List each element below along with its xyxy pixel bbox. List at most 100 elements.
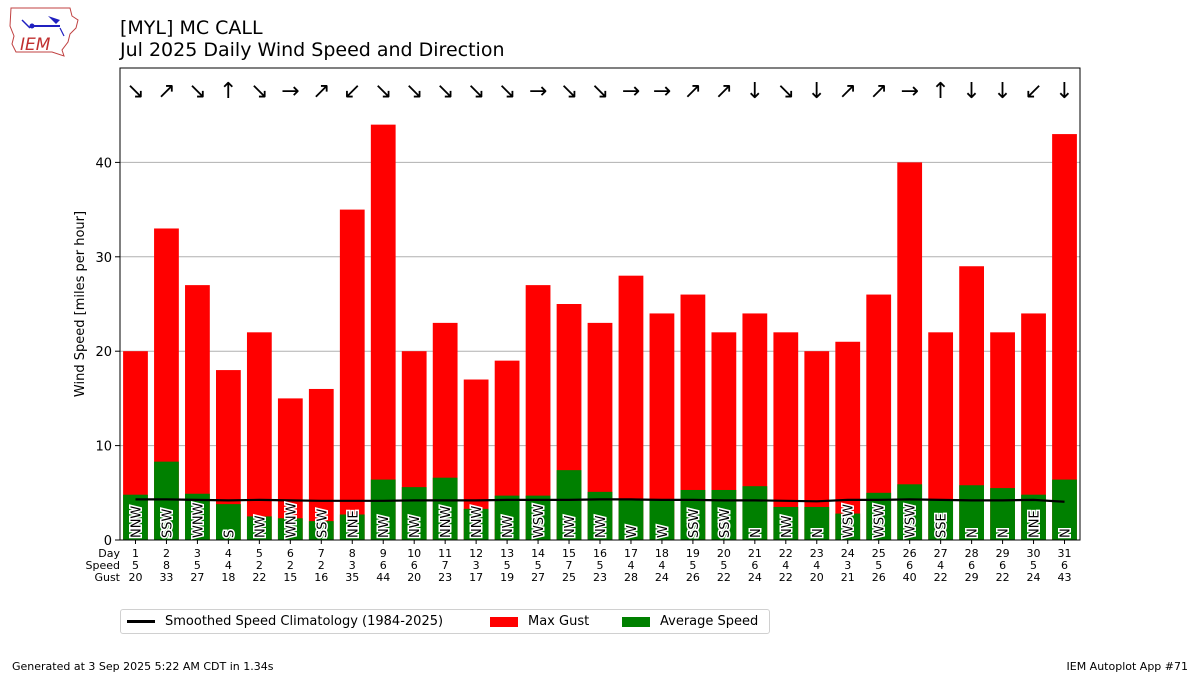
avg-speed-bar	[804, 506, 830, 540]
speed-label: 4	[658, 559, 665, 572]
speed-label: 5	[194, 559, 201, 572]
direction-label: N	[966, 528, 981, 538]
speed-label: 2	[318, 559, 325, 572]
day-label: 15	[562, 547, 576, 560]
gust-label: 24	[748, 571, 762, 584]
avg-speed-bar	[401, 487, 427, 540]
direction-label: W	[625, 525, 640, 538]
direction-label: N	[749, 528, 764, 538]
direction-labels-layer: NNW SSW WNW S NW WNW SSW NNE NW NW NNW NNW NW WSW NW NW…	[128, 501, 1075, 540]
day-label: 3	[194, 547, 201, 560]
direction-label: N	[811, 528, 826, 538]
direction-label: NNW	[439, 506, 454, 538]
speed-label: 7	[566, 559, 573, 572]
avg-speed-bar	[246, 516, 272, 540]
generated-note: Generated at 3 Sep 2025 5:22 AM CDT in 1…	[12, 660, 274, 673]
avg-speed-bar	[990, 488, 1015, 540]
max-gust-bar	[370, 124, 396, 540]
gust-label: 18	[221, 571, 235, 584]
max-gust-bar	[339, 209, 365, 540]
wind-direction-arrow: ↘	[777, 79, 795, 104]
gust-label: 15	[283, 571, 297, 584]
gust-label: 26	[686, 571, 700, 584]
gust-label: 22	[717, 571, 731, 584]
direction-label: WSW	[842, 504, 857, 538]
wind-direction-arrow: ↙	[343, 79, 361, 104]
avg-speed-bar	[432, 477, 458, 540]
wind-direction-arrow: ↗	[715, 79, 733, 104]
direction-label: NNE	[1028, 510, 1043, 538]
direction-label: NNE	[346, 510, 361, 538]
avg-speed-bar	[897, 484, 923, 540]
day-label: 7	[318, 547, 325, 560]
avg-speed-bar	[370, 479, 396, 540]
y-tick-label: 0	[104, 534, 112, 549]
speed-label: 6	[968, 559, 975, 572]
direction-label: SSW	[687, 508, 702, 538]
day-label: 30	[1027, 547, 1041, 560]
direction-label: NW	[780, 515, 795, 538]
direction-label: NW	[563, 515, 578, 538]
direction-label: NW	[594, 515, 609, 538]
day-label: 29	[996, 547, 1010, 560]
wind-direction-arrow: ↘	[374, 79, 392, 104]
direction-label: NNW	[129, 506, 144, 538]
avg-speed-bar	[185, 493, 210, 540]
wind-direction-arrow: ↓	[993, 79, 1011, 104]
wind-direction-arrow: →	[653, 79, 671, 104]
y-tick-label: 10	[95, 440, 112, 455]
gust-label: 24	[655, 571, 669, 584]
avg-speed-bar	[556, 470, 582, 540]
speed-label: 4	[782, 559, 789, 572]
avg-speed-bar	[308, 521, 334, 540]
direction-label: N	[1059, 528, 1074, 538]
gust-label: 26	[872, 571, 886, 584]
day-label: 25	[872, 547, 886, 560]
gust-label: 19	[500, 571, 514, 584]
gust-label: 24	[1027, 571, 1041, 584]
y-axis-label: Wind Speed [miles per hour]	[73, 211, 88, 397]
max-gust-bar	[835, 341, 861, 540]
avg-speed-bar	[959, 485, 984, 540]
speed-label: 7	[442, 559, 449, 572]
wind-direction-arrow: ↗	[684, 79, 702, 104]
day-label: 28	[965, 547, 979, 560]
direction-label: WSW	[532, 504, 547, 538]
gust-label: 20	[810, 571, 824, 584]
wind-direction-arrow: ↘	[436, 79, 454, 104]
speed-label: 4	[225, 559, 232, 572]
wind-direction-arrow: ↘	[188, 79, 206, 104]
speed-label: 5	[720, 559, 727, 572]
direction-label: SSE	[935, 513, 950, 538]
max-gust-bar	[773, 332, 799, 540]
wind-direction-arrow: ↘	[405, 79, 423, 104]
gust-label: 16	[314, 571, 328, 584]
day-label: 19	[686, 547, 700, 560]
gust-label: 22	[779, 571, 793, 584]
speed-label: 6	[751, 559, 758, 572]
day-label: 12	[469, 547, 483, 560]
direction-label: SSW	[315, 508, 330, 538]
gust-label: 35	[345, 571, 359, 584]
gust-label: 25	[562, 571, 576, 584]
day-label: 5	[256, 547, 263, 560]
table-row-label: Gust	[94, 571, 120, 584]
day-label: 17	[624, 547, 638, 560]
day-label: 2	[163, 547, 170, 560]
legend: Smoothed Speed Climatology (1984-2025) M…	[120, 609, 770, 634]
gust-label: 27	[531, 571, 545, 584]
max-gust-bar	[897, 162, 923, 540]
iem-logo-text: IEM	[20, 35, 51, 55]
wind-direction-arrow: ↓	[962, 79, 980, 104]
gust-label: 23	[438, 571, 452, 584]
day-label: 24	[841, 547, 855, 560]
gust-label: 40	[903, 571, 917, 584]
direction-label: S	[222, 530, 237, 538]
day-label: 27	[934, 547, 948, 560]
bars-layer	[123, 124, 1077, 541]
wind-direction-arrow: ↘	[126, 79, 144, 104]
speed-label: 3	[473, 559, 480, 572]
gust-label: 43	[1058, 571, 1072, 584]
legend-max-gust-label: Max Gust	[528, 614, 590, 629]
arrows-layer: ↘ ↗ ↘ ↑ ↘ → ↗ ↙ ↘ ↘ ↘ ↘ ↘ → ↘ ↘ → → ↗ ↗ ↓ ↘ ↓ ↗ ↗ → ↑ ↓ ↓ ↙ ↓	[126, 79, 1073, 104]
